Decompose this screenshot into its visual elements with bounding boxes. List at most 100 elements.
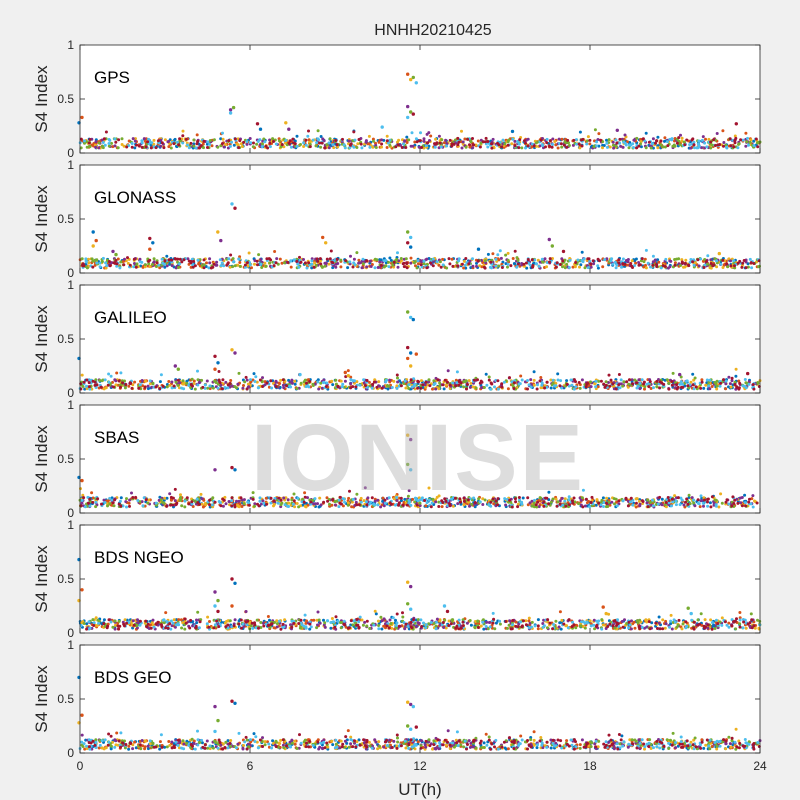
data-point	[688, 143, 692, 147]
scatter-points-spikes	[91, 202, 721, 257]
data-point	[651, 254, 655, 258]
data-point	[293, 505, 297, 509]
data-point	[699, 257, 703, 261]
data-point	[739, 501, 743, 505]
data-point	[463, 263, 467, 267]
panel-label: SBAS	[94, 428, 139, 447]
data-point	[104, 266, 108, 270]
data-point	[328, 137, 332, 141]
data-point	[756, 145, 760, 149]
data-point	[728, 137, 732, 141]
data-point	[506, 265, 509, 269]
data-point	[258, 378, 262, 382]
data-point	[608, 145, 612, 149]
data-point	[178, 137, 182, 141]
data-point	[315, 257, 319, 261]
data-point	[651, 137, 655, 141]
data-point	[146, 140, 150, 144]
data-point	[578, 146, 582, 150]
data-point	[175, 140, 179, 144]
data-point	[627, 382, 631, 386]
data-point	[328, 257, 332, 261]
data-point	[719, 381, 723, 385]
data-point	[751, 494, 755, 498]
data-point	[558, 263, 562, 266]
data-point	[725, 145, 728, 149]
data-point	[317, 387, 321, 391]
data-point	[563, 258, 567, 262]
data-point	[192, 138, 196, 142]
data-point	[86, 501, 90, 505]
data-point	[424, 504, 428, 508]
data-point	[715, 387, 719, 391]
data-point	[682, 265, 685, 269]
data-point	[220, 261, 224, 265]
data-point	[274, 261, 278, 265]
data-point	[583, 266, 587, 270]
data-point	[107, 260, 111, 263]
data-point	[256, 386, 260, 390]
data-point	[286, 261, 290, 264]
data-point	[334, 382, 338, 386]
data-point	[729, 144, 733, 148]
data-point	[496, 379, 500, 383]
data-point	[268, 145, 272, 149]
data-point	[750, 497, 754, 501]
data-point	[274, 380, 278, 384]
data-point	[652, 386, 655, 390]
data-point	[226, 383, 230, 387]
data-point	[397, 138, 401, 142]
data-point	[87, 381, 91, 385]
data-point	[79, 137, 83, 141]
data-point	[529, 385, 533, 389]
data-point	[715, 259, 718, 263]
data-point	[325, 381, 329, 385]
data-point	[755, 501, 759, 505]
scatter-points-background	[78, 486, 759, 509]
data-point	[212, 262, 216, 266]
data-point	[487, 378, 491, 382]
data-point	[385, 378, 388, 382]
data-point	[434, 387, 438, 391]
data-point	[492, 502, 496, 506]
data-point	[245, 378, 249, 382]
data-point	[281, 378, 285, 382]
data-point	[556, 372, 560, 376]
data-point	[119, 385, 122, 389]
data-point	[141, 384, 145, 388]
data-point	[242, 498, 246, 502]
data-point	[743, 378, 747, 381]
data-point	[221, 504, 225, 508]
data-point	[233, 503, 237, 507]
data-point	[564, 141, 568, 145]
data-point	[706, 497, 710, 501]
data-point	[106, 504, 109, 508]
data-point	[238, 264, 242, 268]
data-point	[660, 497, 664, 501]
data-point	[454, 384, 458, 388]
data-point	[621, 145, 625, 149]
data-point	[273, 250, 277, 253]
data-point	[237, 371, 241, 375]
data-point	[122, 144, 126, 148]
data-point	[468, 259, 472, 263]
data-point	[743, 493, 747, 497]
data-point	[83, 505, 87, 509]
data-point	[424, 144, 428, 148]
data-point	[174, 380, 178, 384]
data-point	[450, 144, 454, 148]
data-point	[173, 137, 177, 141]
data-point	[605, 138, 608, 142]
data-point	[711, 143, 714, 147]
data-point	[500, 266, 504, 269]
data-point	[191, 265, 195, 269]
data-point	[548, 139, 552, 143]
data-point	[192, 144, 196, 148]
data-point	[607, 381, 610, 384]
data-point	[146, 384, 150, 388]
data-point	[177, 618, 181, 622]
data-point	[82, 380, 86, 384]
data-point	[208, 620, 211, 623]
spike-point	[409, 77, 413, 82]
